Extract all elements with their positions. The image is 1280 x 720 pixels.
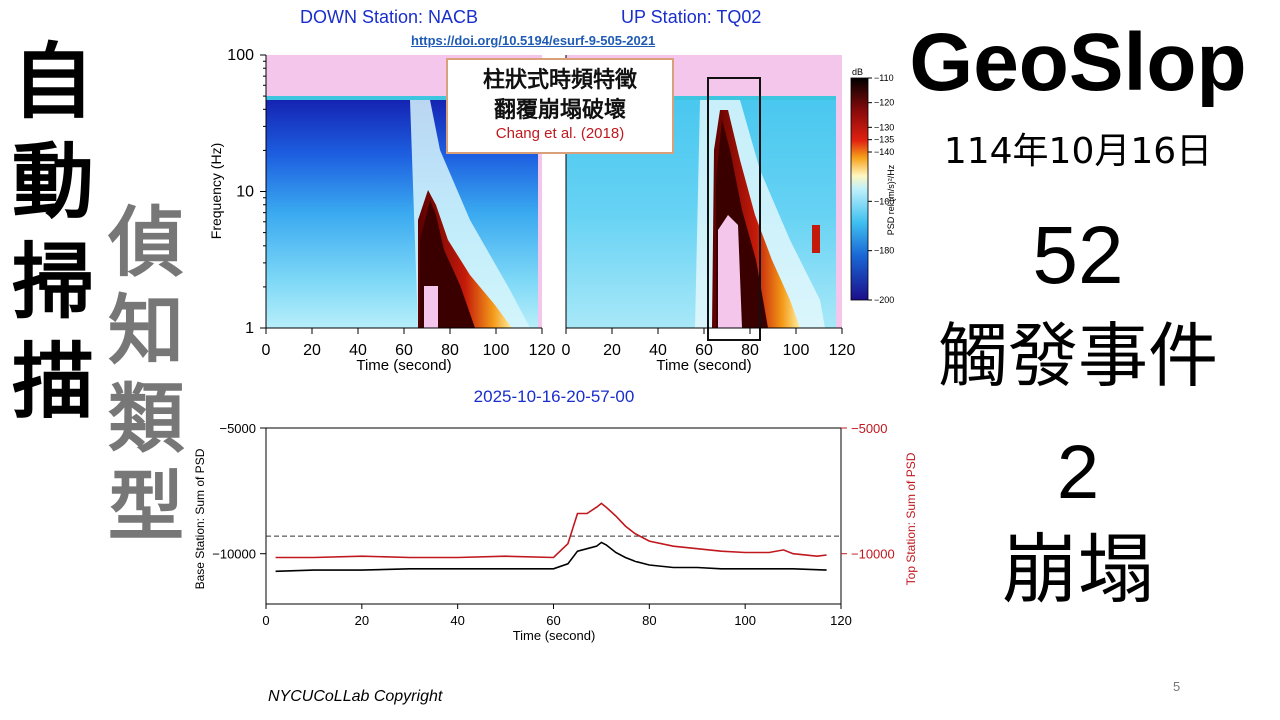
down-station-label: DOWN Station: NACB [300,7,479,27]
psd-y-tick-label-right: −10000 [851,547,895,562]
psd-ylabel-left: Base Station: Sum of PSD [193,448,207,589]
psd-x-tick-label: 40 [450,613,464,628]
colorbar-ticks: −110 −120 −130 −135 −140 −160 −180 −200 [868,73,894,305]
spectrogram-down [266,55,542,328]
title-char: 知 [108,286,184,375]
colorbar-unit-label: dB [852,67,863,77]
title-char: 自 [12,35,95,130]
psd-axes: 0 20 40 60 80 100 120 −5000 −10000 −5000 −10000 [212,421,895,628]
event-count-label: 觸發事件 [938,315,1218,397]
annotation-citation: Chang et al. (2018) [495,125,625,143]
spec-y-tick-label: 10 [236,184,254,201]
psd-ylabel-right: Top Station: Sum of PSD [904,452,918,585]
down-xlabel: Time (second) [356,357,451,374]
title-char: 型 [108,462,184,551]
type-count: 2 [1056,430,1100,515]
spec-x-tick-label: 60 [695,342,713,359]
report-date: 114年10月16日 [943,131,1213,172]
series-top-station [275,502,827,559]
psd-x-tick-label: 120 [830,613,852,628]
title-column-detect-type: 偵知類型 [108,205,184,557]
colorbar-tick-label: −200 [874,295,894,305]
event-saturated [718,215,742,328]
colorbar-tick-label: −180 [874,246,894,256]
spec-x-tick-label: 0 [562,342,571,359]
page-number: 5 [1173,679,1181,694]
highlight-box [707,77,761,341]
spec-x-tick-label: 40 [649,342,667,359]
spec-x-tick-label: 80 [441,342,459,359]
colorbar-frame [850,77,869,301]
annotation-line-2: 翻覆崩塌破壞 [493,97,626,123]
title-char: 偵 [108,198,184,287]
spec-x-tick-label: 40 [349,342,367,359]
copyright-text: NYCUCoLLab Copyright [268,688,443,705]
colorbar-tick-label: −110 [874,73,894,83]
title-char: 動 [12,135,95,230]
annotation-line-1: 柱狀式時頻特徵 [482,68,637,93]
psd-x-tick-label: 80 [642,613,656,628]
spec-x-tick-label: 120 [529,342,556,359]
late-event-blob [812,225,820,253]
psd-y-tick-label-left: −10000 [212,547,256,562]
psd-x-tick-label: 20 [355,613,369,628]
down-ylabel: Frequency (Hz) [208,143,224,239]
event-saturated [424,286,438,328]
up-xlabel: Time (second) [656,357,751,374]
spec-x-tick-label: 100 [483,342,510,359]
spec-y-tick-label: 1 [245,320,254,337]
title-char: 描 [12,335,95,430]
psd-x-tick-label: 60 [546,613,560,628]
colorbar-title: PSD rel.(m/s)²/Hz [886,164,896,235]
spec-x-tick-label: 20 [603,342,621,359]
psd-chart-title: 2025-10-16-20-57-00 [474,387,635,406]
event-count: 52 [1032,210,1124,301]
type-label: 崩塌 [1002,525,1154,614]
colorbar-tick-label: −120 [874,98,894,108]
spectrogram-up [566,55,842,341]
annotation-box: 柱狀式時頻特徵 翻覆崩塌破壞 Chang et al. (2018) [446,58,674,154]
title-char: 掃 [12,235,95,330]
colorbar-tick-label: −135 [874,135,894,145]
colorbar [851,78,868,300]
spec-x-tick-label: 20 [303,342,321,359]
colorbar-tick-label: −140 [874,147,894,157]
title-char: 類 [108,374,184,463]
psd-xlabel: Time (second) [513,628,596,643]
colorbar-tick-label: −160 [874,196,894,206]
up-station-label: UP Station: TQ02 [621,7,762,27]
spec-x-tick-label: 60 [395,342,413,359]
spec-x-tick-label: 120 [829,342,856,359]
spectrogram-cutoff-band [266,96,538,100]
spec-x-tick-label: 0 [262,342,271,359]
spec-x-tick-label: 80 [741,342,759,359]
brand-title: GeoSlop [909,17,1247,108]
psd-x-tick-label: 100 [734,613,756,628]
psd-x-tick-label: 0 [262,613,269,628]
series-base-station [275,541,827,573]
psd-y-tick-label-right: −5000 [851,421,888,436]
spectrogram-cutoff-band [566,96,836,100]
psd-plot-frame [265,427,842,605]
spec-y-tick-label: 100 [227,47,254,64]
colorbar-tick-label: −130 [874,122,894,132]
spec-x-tick-label: 100 [783,342,810,359]
doi-link[interactable]: https://doi.org/10.5194/esurf-9-505-2021 [411,33,656,48]
psd-y-tick-label-left: −5000 [219,421,256,436]
title-column-auto-scan: 自動掃描 [12,42,94,442]
